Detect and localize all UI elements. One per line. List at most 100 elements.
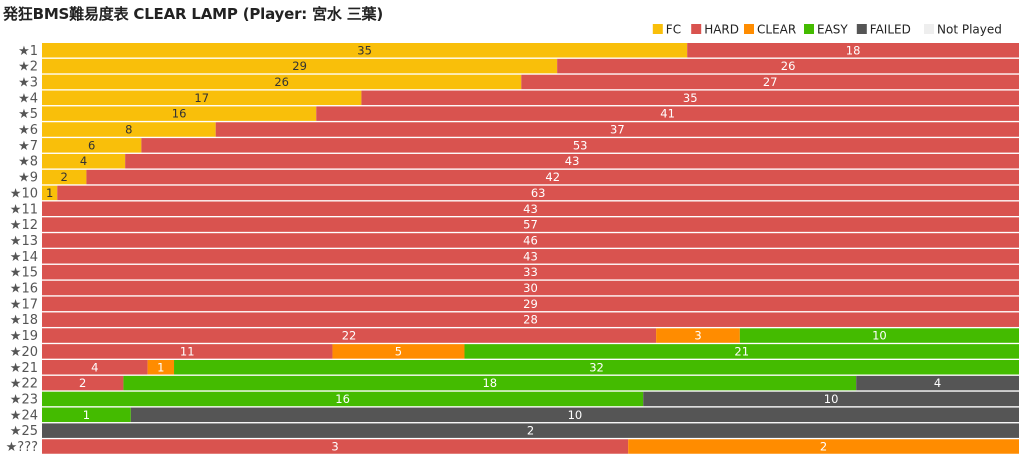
legend-swatch-5 (924, 24, 934, 34)
bar-18-3 (739, 328, 1019, 343)
bar-7-0 (42, 153, 126, 169)
category-label-8: ★9 (18, 171, 38, 186)
data-label-23-3: 1 (83, 408, 90, 422)
data-label-19-3: 21 (734, 344, 749, 358)
data-label-22-3: 16 (335, 392, 350, 406)
legend-swatch-1 (691, 24, 702, 34)
data-label-17-1: 28 (523, 313, 538, 327)
category-label-16: ★17 (10, 297, 38, 312)
data-label-11-1: 57 (523, 218, 538, 232)
bar-19-2 (332, 344, 465, 359)
category-label-19: ★20 (10, 345, 38, 360)
bar-16-1 (42, 296, 1019, 312)
bar-1-1 (557, 58, 1019, 74)
category-labels: ★1★2★3★4★5★6★7★8★9★10★11★12★13★14★15★16★… (6, 44, 38, 455)
category-label-22: ★23 (10, 392, 38, 407)
category-label-15: ★16 (10, 282, 38, 297)
bar-0-0 (42, 43, 688, 58)
data-label-21-4: 4 (934, 376, 941, 390)
bar-22-3 (42, 391, 644, 407)
category-label-6: ★7 (18, 139, 38, 154)
bar-15-1 (42, 280, 1019, 296)
data-label-4-0: 16 (172, 107, 187, 121)
bar-0-1 (687, 43, 1019, 58)
legend-label-4: FAILED (870, 23, 911, 37)
bar-8-0 (42, 169, 87, 185)
category-label-4: ★5 (18, 107, 38, 122)
bar-22-4 (643, 391, 1019, 407)
bar-25-2 (628, 439, 1019, 454)
bar-19-3 (464, 344, 1020, 359)
data-label-8-1: 42 (545, 170, 560, 184)
category-label-17: ★18 (10, 313, 38, 328)
bar-23-3 (42, 407, 131, 423)
data-label-19-1: 11 (180, 344, 195, 358)
bar-18-2 (656, 328, 740, 343)
category-label-2: ★3 (18, 75, 38, 90)
bar-10-1 (42, 201, 1019, 216)
data-label-3-0: 17 (194, 91, 209, 105)
data-label-6-1: 53 (573, 138, 588, 152)
data-label-3-1: 35 (683, 91, 698, 105)
data-label-12-1: 46 (523, 233, 538, 247)
data-label-18-1: 22 (342, 329, 357, 343)
data-label-14-1: 33 (523, 265, 538, 279)
legend-swatch-0 (652, 24, 663, 34)
data-label-9-1: 63 (531, 186, 546, 200)
data-label-25-1: 3 (331, 440, 338, 454)
bar-5-0 (42, 122, 216, 137)
category-label-11: ★12 (10, 218, 38, 233)
category-label-25: ★??? (6, 440, 38, 455)
bar-4-0 (42, 106, 317, 121)
data-label-0-1: 18 (846, 43, 861, 57)
legend-label-2: CLEAR (757, 23, 796, 37)
data-label-21-1: 2 (79, 376, 86, 390)
bar-7-1 (125, 153, 1020, 169)
bar-3-0 (42, 90, 362, 106)
legend: FC HARD CLEAR EASY FAILED Not Played (652, 23, 1002, 37)
bar-9-0 (42, 185, 58, 201)
category-label-7: ★8 (18, 155, 38, 170)
data-label-25-2: 2 (820, 440, 827, 454)
category-label-12: ★13 (10, 234, 38, 249)
category-label-20: ★21 (10, 361, 38, 376)
data-label-20-2: 1 (157, 360, 164, 374)
bar-3-1 (361, 90, 1020, 106)
bar-19-1 (42, 344, 333, 359)
category-label-24: ★25 (10, 424, 38, 439)
bar-5-1 (215, 122, 1019, 137)
bar-9-1 (57, 185, 1019, 201)
bar-20-3 (174, 360, 1019, 375)
chart-title: 発狂BMS難易度表 CLEAR LAMP (Player: 宮水 三葉) (3, 5, 383, 23)
legend-swatch-2 (744, 24, 754, 34)
bar-4-1 (316, 106, 1019, 121)
data-label-22-4: 10 (824, 392, 839, 406)
data-label-1-0: 29 (292, 59, 307, 73)
category-label-14: ★15 (10, 266, 38, 281)
legend-label-5: Not Played (937, 23, 1002, 37)
data-label-4-1: 41 (660, 107, 675, 121)
data-label-9-0: 1 (46, 186, 53, 200)
bar-6-1 (141, 138, 1019, 153)
data-label-20-1: 4 (91, 360, 98, 374)
bar-2-0 (42, 74, 522, 90)
bar-21-4 (856, 375, 1019, 391)
bar-21-3 (123, 375, 857, 391)
data-label-7-1: 43 (565, 154, 580, 168)
bar-23-4 (130, 407, 1019, 423)
category-label-21: ★22 (10, 377, 38, 392)
legend-label-1: HARD (704, 23, 739, 37)
category-label-1: ★2 (18, 60, 38, 75)
category-label-9: ★10 (10, 186, 38, 201)
data-label-7-0: 4 (80, 154, 87, 168)
data-label-20-3: 32 (589, 360, 604, 374)
bar-6-0 (42, 138, 142, 153)
legend-label-0: FC (666, 23, 681, 37)
data-label-24-4: 2 (527, 424, 534, 438)
category-label-18: ★19 (10, 329, 38, 344)
category-label-3: ★4 (18, 91, 38, 106)
bar-13-1 (42, 249, 1019, 264)
data-label-0-0: 35 (357, 43, 372, 57)
